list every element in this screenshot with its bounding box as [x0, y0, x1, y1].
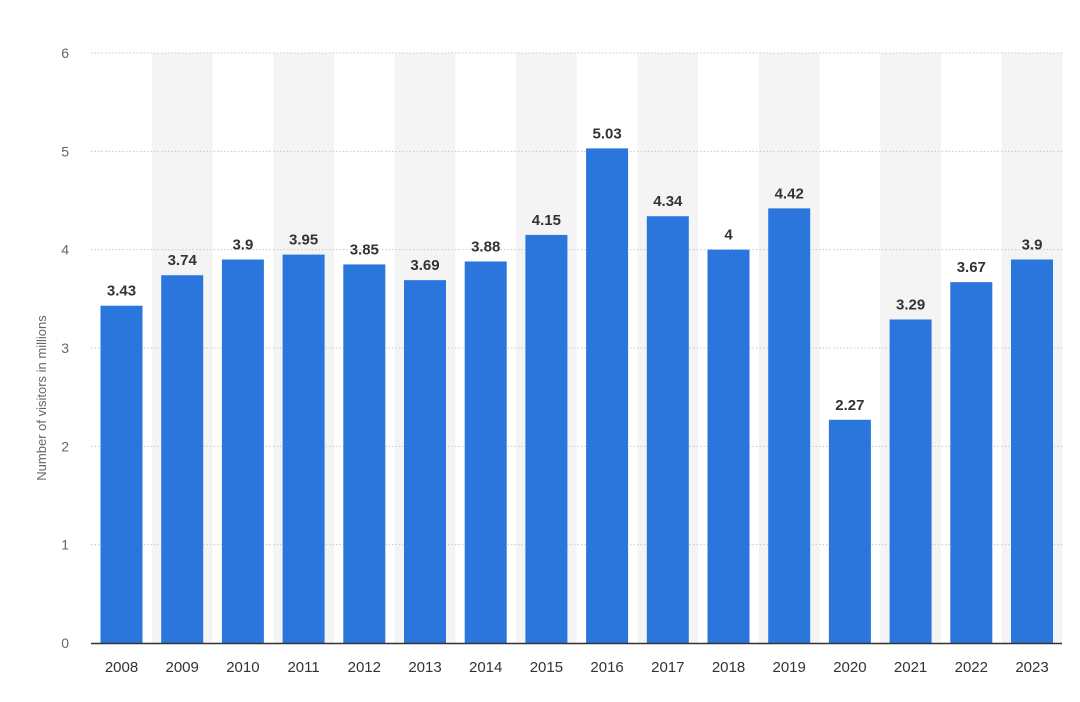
- data-label: 3.69: [410, 257, 439, 274]
- bar: [404, 280, 446, 643]
- x-tick-label: 2023: [1015, 659, 1048, 676]
- data-label: 3.74: [168, 252, 198, 269]
- data-label: 3.9: [232, 237, 253, 254]
- bar: [646, 216, 689, 643]
- x-tick-label: 2021: [894, 659, 927, 676]
- bar: [707, 249, 750, 643]
- data-label: 4.15: [532, 212, 561, 229]
- y-tick-label: 4: [61, 242, 69, 258]
- data-label: 2.27: [835, 397, 864, 414]
- y-tick-label: 3: [61, 340, 69, 356]
- bar: [100, 305, 143, 643]
- x-tick-label: 2019: [773, 659, 806, 676]
- data-labels: 3.43 3.74 3.9 3.95 3.85 3.69 3.88 4.15 5.03 4.34 4…: [107, 125, 1043, 413]
- x-tick-label: 2008: [105, 659, 138, 676]
- data-label: 3.95: [289, 232, 318, 249]
- bar: [464, 261, 507, 643]
- x-tick-label: 2018: [712, 659, 745, 676]
- x-tick-label: 2014: [469, 659, 502, 676]
- data-label: 3.85: [350, 241, 379, 258]
- bar: [889, 319, 932, 643]
- x-axis-ticks: 2008 2009 2010 2011 2012 2013 2014 2015 2016 2017…: [105, 659, 1049, 676]
- data-label: 4.34: [653, 193, 683, 210]
- bar: [525, 234, 568, 643]
- data-label: 3.43: [107, 283, 136, 300]
- y-axis-ticks: 0 1 2 3 4 5 6: [61, 45, 69, 651]
- data-label: 4: [724, 227, 733, 244]
- x-tick-label: 2010: [226, 659, 259, 676]
- y-tick-label: 5: [61, 143, 69, 159]
- bar: [343, 264, 386, 643]
- x-tick-label: 2016: [590, 659, 623, 676]
- x-tick-label: 2012: [348, 659, 381, 676]
- x-tick-label: 2020: [833, 659, 866, 676]
- data-label: 4.42: [775, 185, 804, 202]
- x-tick-label: 2009: [166, 659, 199, 676]
- bar: [828, 419, 871, 643]
- y-tick-label: 0: [61, 635, 69, 651]
- bar: [282, 254, 325, 644]
- x-tick-label: 2013: [408, 659, 441, 676]
- bar: [586, 148, 629, 643]
- bar: [161, 275, 204, 643]
- data-label: 3.9: [1022, 237, 1043, 254]
- bar: [1011, 259, 1053, 643]
- data-label: 5.03: [592, 125, 621, 142]
- bar: [768, 208, 811, 643]
- data-label: 3.88: [471, 238, 500, 255]
- data-label: 3.29: [896, 296, 925, 313]
- bar: [221, 259, 264, 643]
- y-tick-label: 6: [61, 45, 69, 61]
- x-tick-label: 2022: [955, 659, 988, 676]
- x-tick-label: 2011: [287, 659, 319, 676]
- x-tick-label: 2015: [530, 659, 563, 676]
- y-axis-title: Number of visitors in millions: [34, 315, 49, 481]
- bars: [100, 148, 1053, 644]
- y-tick-label: 2: [61, 438, 69, 454]
- x-tick-label: 2017: [651, 659, 684, 676]
- bar: [950, 282, 993, 643]
- data-label: 3.67: [957, 259, 986, 276]
- y-tick-label: 1: [61, 537, 69, 553]
